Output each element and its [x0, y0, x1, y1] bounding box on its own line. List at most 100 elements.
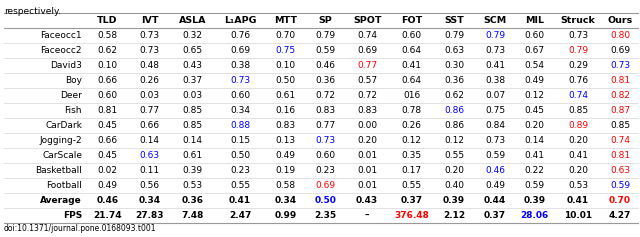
Text: 0.60: 0.60	[230, 91, 250, 100]
Text: 0.41: 0.41	[568, 151, 588, 160]
Text: 0.55: 0.55	[444, 151, 464, 160]
Text: 0.60: 0.60	[316, 151, 335, 160]
Text: MTT: MTT	[275, 16, 297, 25]
Text: 0.49: 0.49	[276, 151, 296, 160]
Text: 0.23: 0.23	[230, 166, 250, 175]
Text: Faceocc2: Faceocc2	[40, 46, 82, 55]
Text: Boy: Boy	[65, 76, 82, 85]
Text: 0.61: 0.61	[276, 91, 296, 100]
Text: 0.41: 0.41	[229, 196, 251, 205]
Text: SP: SP	[319, 16, 332, 25]
Text: 2.12: 2.12	[443, 211, 465, 220]
Text: 0.37: 0.37	[182, 76, 202, 85]
Text: 0.34: 0.34	[275, 196, 297, 205]
Text: 0.10: 0.10	[97, 61, 117, 70]
Text: 0.07: 0.07	[485, 91, 505, 100]
Text: 0.72: 0.72	[316, 91, 335, 100]
Text: 0.46: 0.46	[96, 196, 118, 205]
Text: 0.85: 0.85	[568, 106, 588, 115]
Text: 0.64: 0.64	[401, 46, 422, 55]
Text: 0.63: 0.63	[140, 151, 160, 160]
Text: 0.53: 0.53	[182, 181, 202, 190]
Text: 0.14: 0.14	[525, 136, 545, 145]
Text: 0.79: 0.79	[568, 46, 588, 55]
Text: 0.01: 0.01	[357, 151, 377, 160]
Text: 0.85: 0.85	[182, 121, 202, 130]
Text: 0.86: 0.86	[444, 106, 464, 115]
Text: 0.77: 0.77	[357, 61, 377, 70]
Text: 0.48: 0.48	[140, 61, 160, 70]
Text: 0.76: 0.76	[568, 76, 588, 85]
Text: 0.50: 0.50	[276, 76, 296, 85]
Text: SST: SST	[444, 16, 464, 25]
Text: 0.43: 0.43	[182, 61, 202, 70]
Text: 10.01: 10.01	[564, 211, 592, 220]
Text: 0.69: 0.69	[230, 46, 250, 55]
Text: respectively.: respectively.	[4, 7, 61, 16]
Text: 0.86: 0.86	[444, 121, 464, 130]
Text: 0.78: 0.78	[401, 106, 422, 115]
Text: 0.88: 0.88	[230, 121, 250, 130]
Text: 0.69: 0.69	[357, 46, 377, 55]
Text: 0.45: 0.45	[97, 151, 117, 160]
Text: 0.73: 0.73	[140, 46, 160, 55]
Text: 0.03: 0.03	[182, 91, 202, 100]
Text: 0.26: 0.26	[401, 121, 422, 130]
Text: 0.75: 0.75	[276, 46, 296, 55]
Text: 0.16: 0.16	[276, 106, 296, 115]
Text: 0.74: 0.74	[568, 91, 588, 100]
Text: 0.99: 0.99	[275, 211, 297, 220]
Text: Jogging-2: Jogging-2	[40, 136, 82, 145]
Text: 0.59: 0.59	[485, 151, 505, 160]
Text: 0.49: 0.49	[485, 181, 505, 190]
Text: 0.65: 0.65	[182, 46, 202, 55]
Text: 0.10: 0.10	[276, 61, 296, 70]
Text: 0.03: 0.03	[140, 91, 160, 100]
Text: 0.34: 0.34	[230, 106, 250, 115]
Text: 0.00: 0.00	[357, 121, 377, 130]
Text: Fish: Fish	[65, 106, 82, 115]
Text: 0.14: 0.14	[140, 136, 160, 145]
Text: 0.01: 0.01	[357, 181, 377, 190]
Text: 0.73: 0.73	[568, 31, 588, 40]
Text: 0.62: 0.62	[444, 91, 464, 100]
Text: 0.77: 0.77	[316, 121, 335, 130]
Text: 0.49: 0.49	[525, 76, 545, 85]
Text: Deer: Deer	[60, 91, 82, 100]
Text: 0.13: 0.13	[276, 136, 296, 145]
Text: 0.49: 0.49	[97, 181, 117, 190]
Text: 0.85: 0.85	[182, 106, 202, 115]
Text: 0.45: 0.45	[97, 121, 117, 130]
Text: 7.48: 7.48	[181, 211, 204, 220]
Text: 0.80: 0.80	[610, 31, 630, 40]
Text: 0.75: 0.75	[485, 106, 505, 115]
Text: 0.82: 0.82	[610, 91, 630, 100]
Text: 27.83: 27.83	[136, 211, 164, 220]
Text: 0.63: 0.63	[610, 166, 630, 175]
Text: Struck: Struck	[561, 16, 596, 25]
Text: 0.66: 0.66	[140, 121, 160, 130]
Text: –: –	[365, 211, 369, 220]
Text: 0.02: 0.02	[97, 166, 117, 175]
Text: 28.06: 28.06	[521, 211, 549, 220]
Text: 0.44: 0.44	[484, 196, 506, 205]
Text: SCM: SCM	[483, 16, 507, 25]
Text: 0.15: 0.15	[230, 136, 250, 145]
Text: 2.47: 2.47	[229, 211, 251, 220]
Text: 0.37: 0.37	[484, 211, 506, 220]
Text: 0.63: 0.63	[444, 46, 464, 55]
Text: 0.35: 0.35	[401, 151, 422, 160]
Text: 0.19: 0.19	[276, 166, 296, 175]
Text: 0.46: 0.46	[316, 61, 335, 70]
Text: 0.81: 0.81	[97, 106, 117, 115]
Text: 0.83: 0.83	[316, 106, 335, 115]
Text: 0.73: 0.73	[610, 61, 630, 70]
Text: 4.27: 4.27	[609, 211, 631, 220]
Text: 0.69: 0.69	[316, 181, 335, 190]
Text: 0.59: 0.59	[610, 181, 630, 190]
Text: 0.73: 0.73	[140, 31, 160, 40]
Text: 0.85: 0.85	[610, 121, 630, 130]
Text: 0.30: 0.30	[444, 61, 464, 70]
Text: 0.17: 0.17	[401, 166, 422, 175]
Text: 0.84: 0.84	[485, 121, 505, 130]
